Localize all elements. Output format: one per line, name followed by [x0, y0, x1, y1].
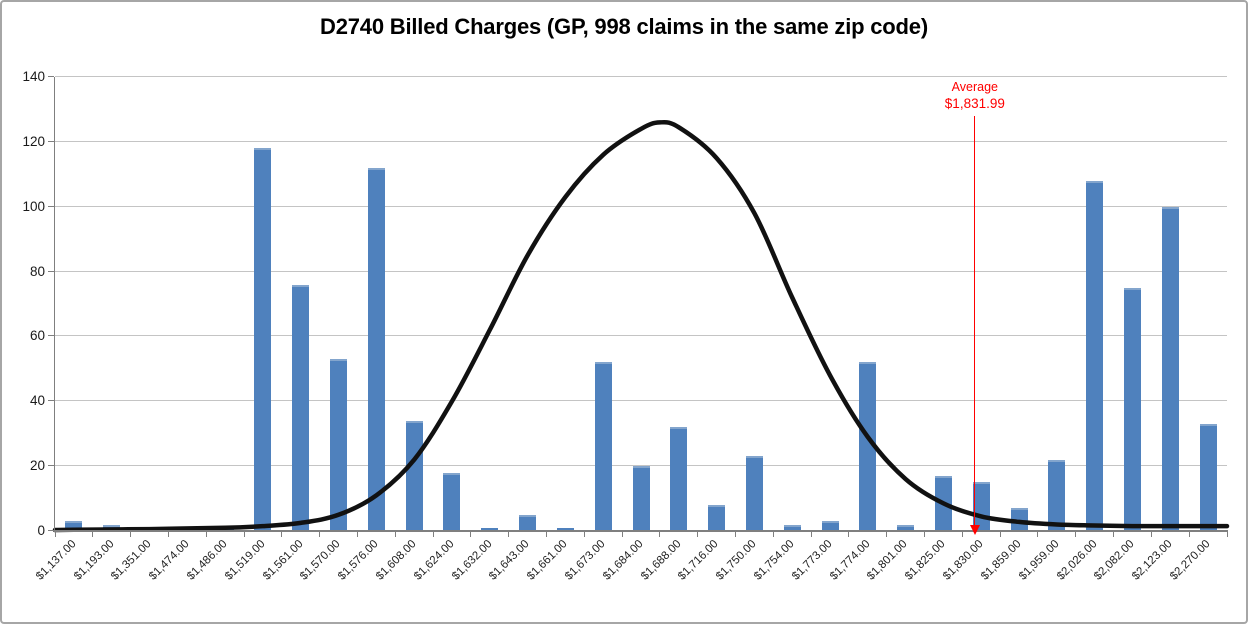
gridline: [55, 76, 1227, 77]
x-axis-tick: [243, 532, 245, 537]
x-axis-tick: [281, 532, 283, 537]
x-axis-tick: [659, 532, 661, 537]
bar: [594, 362, 612, 531]
y-axis-tick-label: 120: [22, 133, 45, 149]
bar: [367, 167, 385, 531]
average-line: [974, 116, 976, 527]
x-axis-tick: [1075, 532, 1077, 537]
x-axis-tick: [394, 532, 396, 537]
y-axis-tick: [48, 335, 54, 337]
x-axis-line: [54, 530, 1228, 532]
bar: [1199, 423, 1217, 531]
x-axis-tick: [810, 532, 812, 537]
bar: [972, 482, 990, 531]
average-value: $1,831.99: [944, 95, 1005, 111]
x-axis-tick: [1113, 532, 1115, 537]
x-axis-tick: [205, 532, 207, 537]
gridline: [55, 400, 1227, 402]
bar: [1086, 180, 1104, 531]
y-axis-tick: [48, 465, 54, 467]
bar: [859, 362, 877, 531]
y-axis-line: [54, 77, 55, 532]
x-axis-tick: [54, 532, 56, 537]
x-axis-tick: [735, 532, 737, 537]
y-axis-tick-label: 80: [29, 263, 45, 279]
bar: [934, 475, 952, 531]
bar: [1123, 287, 1141, 531]
x-axis-tick: [167, 532, 169, 537]
bar: [1161, 206, 1179, 531]
y-axis-tick-label: 20: [29, 458, 45, 474]
gridline: [55, 270, 1227, 272]
x-axis-tick: [1188, 532, 1190, 537]
y-axis-tick: [48, 205, 54, 207]
x-axis-tick: [848, 532, 850, 537]
bar: [254, 148, 272, 531]
y-axis-tick-label: 100: [22, 198, 45, 214]
x-axis-tick: [583, 532, 585, 537]
arrow-down-icon: [969, 525, 980, 535]
x-axis-tick: [999, 532, 1001, 537]
y-axis-tick-label: 0: [37, 523, 45, 538]
bar: [519, 514, 537, 531]
bar: [745, 456, 763, 531]
y-axis-tick-label: 60: [29, 328, 45, 344]
y-axis-tick: [48, 140, 54, 142]
x-axis-tick: [961, 532, 963, 537]
average-label: Average: [951, 80, 998, 94]
gridline: [55, 205, 1227, 207]
x-axis-tick: [1037, 532, 1039, 537]
x-axis-tick: [130, 532, 132, 537]
bar: [292, 284, 310, 531]
bar: [405, 420, 423, 531]
y-axis-tick: [48, 270, 54, 272]
x-axis-tick: [508, 532, 510, 537]
bar: [443, 472, 461, 531]
bar: [1010, 508, 1028, 531]
y-axis-tick: [48, 76, 54, 77]
x-axis-tick: [1226, 532, 1228, 537]
y-axis-tick-label: 40: [29, 393, 45, 409]
gridline: [55, 140, 1227, 142]
x-axis-tick: [772, 532, 774, 537]
bar: [330, 359, 348, 531]
x-axis-tick: [545, 532, 547, 537]
x-axis-tick: [432, 532, 434, 537]
x-axis-tick: [1150, 532, 1152, 537]
y-axis-tick: [48, 400, 54, 402]
y-axis-tick: [48, 530, 54, 531]
x-axis-tick: [470, 532, 472, 537]
x-axis-tick: [92, 532, 94, 537]
average-annotation: Average $1,831.99: [945, 80, 1005, 113]
x-axis-tick: [697, 532, 699, 537]
bar: [1048, 459, 1066, 531]
chart-title: D2740 Billed Charges (GP, 998 claims in …: [320, 14, 928, 39]
y-axis-tick-label: 140: [22, 69, 45, 84]
x-axis-tick: [621, 532, 623, 537]
x-axis-tick: [319, 532, 321, 537]
bar: [670, 427, 688, 531]
x-axis-tick: [924, 532, 926, 537]
bar: [708, 505, 726, 531]
gridline: [55, 335, 1227, 337]
x-axis-tick: [886, 532, 888, 537]
x-axis-tick: [356, 532, 358, 537]
bar: [632, 466, 650, 531]
